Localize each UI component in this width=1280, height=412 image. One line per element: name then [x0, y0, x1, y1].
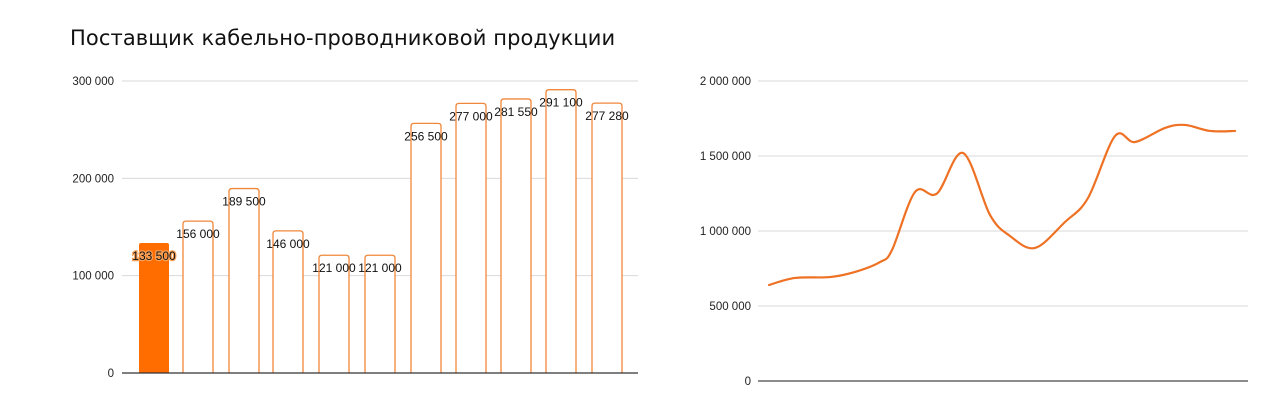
bar-value-label: 277 000 — [449, 109, 493, 123]
bar-bg — [229, 188, 259, 373]
bar-outline — [272, 230, 304, 373]
bar-value-label: 133 500 — [132, 249, 176, 263]
bar-value-label: 121 000 — [312, 261, 356, 275]
bar — [500, 98, 532, 373]
bar — [591, 102, 623, 373]
bar-value-label: 281 550 — [494, 105, 538, 119]
bar-bg — [411, 123, 441, 373]
bar-bg — [592, 103, 622, 373]
y-tick-label: 2 000 000 — [700, 76, 751, 88]
bar — [545, 89, 577, 374]
y-tick-label: 0 — [108, 368, 114, 380]
bar-outline — [364, 254, 396, 373]
y-tick-label: 1 500 000 — [700, 151, 751, 163]
y-tick-label: 300 000 — [72, 76, 114, 88]
bar-outline — [410, 122, 442, 373]
bar-bg — [546, 89, 576, 374]
bar-value-label: 189 500 — [222, 195, 266, 209]
bar — [318, 254, 350, 373]
y-tick-label: 500 000 — [709, 301, 751, 313]
bar-fill — [139, 243, 169, 373]
bar — [272, 230, 304, 373]
bar — [139, 243, 169, 373]
bar — [455, 102, 487, 374]
page-title: Поставщик кабельно-проводниковой продукц… — [70, 26, 616, 50]
bar-bg — [319, 255, 349, 373]
bar-bg — [365, 255, 395, 373]
bar-value-label: 277 280 — [585, 109, 629, 123]
bar-outline — [455, 102, 487, 373]
bar — [410, 122, 442, 373]
bar-value-label: 256 500 — [404, 129, 448, 143]
bar-outline — [591, 102, 623, 373]
bar-outline — [182, 220, 214, 373]
bar — [364, 254, 396, 373]
bar-value-label: 146 000 — [266, 237, 310, 251]
bar-outline — [228, 187, 260, 373]
bar-outline — [545, 89, 577, 373]
data-line — [767, 123, 1237, 287]
y-tick-label: 100 000 — [72, 271, 114, 283]
bar-bg — [273, 230, 303, 373]
bar-value-label: 121 000 — [358, 261, 402, 275]
bar-bg — [456, 103, 486, 374]
bar — [228, 187, 260, 373]
bar-outline — [318, 254, 350, 373]
bar-outline — [500, 98, 532, 373]
y-tick-label: 200 000 — [72, 173, 114, 185]
bar-value-label: 156 000 — [176, 227, 220, 241]
y-tick-label: 1 000 000 — [700, 226, 751, 238]
bar-bg — [501, 98, 531, 373]
bar — [182, 220, 214, 373]
bar-bg — [183, 221, 213, 373]
y-tick-label: 0 — [745, 376, 751, 388]
bar-value-label: 291 100 — [539, 96, 583, 110]
